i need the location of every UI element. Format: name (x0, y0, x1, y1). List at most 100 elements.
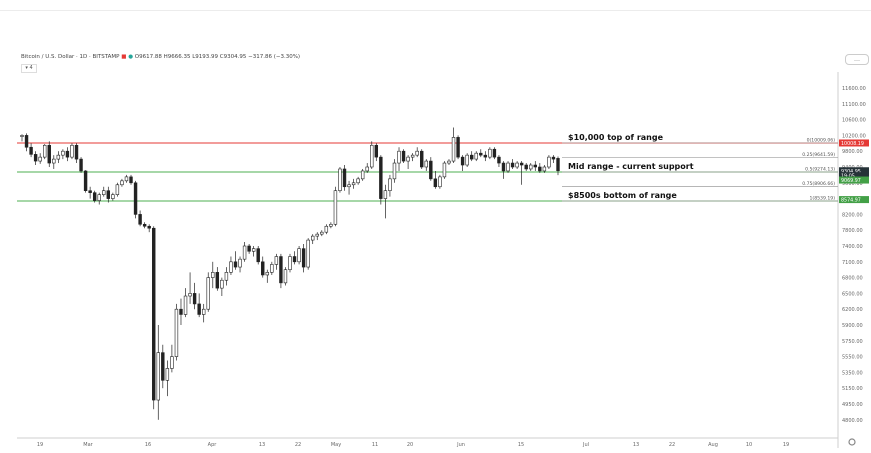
candle-up (38, 156, 42, 162)
candle-up (465, 154, 469, 166)
candle-up (415, 150, 419, 156)
candle-down (142, 223, 147, 227)
candle-down (533, 164, 537, 168)
candle-down (301, 248, 306, 268)
candle-down (247, 245, 251, 252)
price-badge-label: 10008.19 (841, 141, 864, 147)
candle-up (229, 261, 233, 273)
x-tick-label: 15 (518, 442, 524, 448)
candle-down (497, 156, 501, 164)
candle-down (460, 156, 465, 166)
y-tick-label: 7100.00 (842, 260, 863, 266)
candle-up (183, 295, 188, 315)
candle-down (538, 166, 542, 172)
candle-up (111, 194, 115, 199)
y-tick-label: 6800.00 (842, 276, 863, 282)
candle-down (556, 158, 560, 172)
candle-down (492, 148, 497, 158)
y-tick-label: 10600.00 (842, 118, 866, 124)
range-annotation: Mid range - current support (568, 162, 694, 171)
candle-up (56, 154, 61, 160)
candle-down (510, 162, 515, 168)
x-tick-label: 13 (259, 442, 265, 448)
status-dot-icon: ● (128, 54, 134, 60)
x-tick-label: May (331, 442, 341, 448)
candle-down (524, 164, 528, 170)
price-badge-label: 8574.97 (841, 198, 861, 204)
range-annotation: $10,000 top of range (568, 133, 664, 142)
y-tick-label: 10200.00 (842, 133, 866, 139)
candle-up (70, 144, 74, 158)
candle-up (174, 308, 179, 357)
candle-up (324, 225, 329, 233)
candle-down (469, 154, 474, 160)
candle-up (97, 194, 101, 201)
candle-up (315, 233, 319, 237)
candle-down (420, 150, 424, 168)
candle-up (288, 256, 292, 270)
candle-up (397, 150, 401, 164)
market-status-icon: ■ (121, 54, 127, 60)
candle-up (370, 144, 374, 168)
y-tick-label: 6500.00 (842, 291, 863, 297)
fib-level-label: 0.5(9274.13) (805, 166, 835, 172)
candle-down (74, 144, 79, 160)
candle-down (65, 150, 70, 158)
y-tick-label: 4950.00 (842, 402, 863, 408)
candle-up (265, 272, 269, 276)
candle-up (424, 160, 428, 168)
candle-down (429, 160, 433, 180)
indicators-collapse-button[interactable]: ▾ 4 (21, 64, 37, 73)
candle-up (388, 178, 392, 192)
candle-up (43, 144, 47, 158)
candle-up (220, 279, 224, 289)
candle-up (338, 168, 342, 192)
candle-up (156, 352, 160, 401)
price-badge-label: 9304.95 (841, 169, 861, 175)
candle-down (24, 135, 29, 148)
candle-up (447, 160, 451, 164)
candle-down (83, 170, 88, 191)
gear-icon (848, 438, 856, 446)
candle-down (47, 144, 51, 164)
x-tick-label: Apr (208, 442, 218, 448)
y-tick-label: 5550.00 (842, 355, 863, 361)
candle-down (133, 182, 138, 215)
chart-settings-button[interactable]: … (845, 54, 869, 65)
candle-up (242, 245, 247, 260)
candle-up (406, 156, 410, 162)
candle-up (238, 258, 242, 268)
fib-level-label: 0(10009.06) (807, 137, 836, 143)
price-badge (839, 139, 869, 147)
candle-up (120, 180, 124, 186)
candle-down (138, 214, 142, 225)
candle-up (351, 182, 356, 186)
x-tick-label: 22 (669, 442, 675, 448)
candle-down (374, 144, 379, 158)
candle-up (224, 272, 229, 281)
candle-up (365, 166, 369, 172)
y-tick-label: 11600.00 (842, 86, 866, 92)
candle-up (515, 162, 519, 168)
candle-down (433, 178, 438, 188)
candle-up (201, 308, 206, 315)
candle-up (170, 356, 174, 369)
ohlc-values: O9617.88 H9666.35 L9193.99 C9304.95 −317… (134, 54, 301, 60)
candle-down (147, 225, 151, 229)
candle-down (33, 154, 38, 162)
candle-up (529, 164, 533, 170)
top-bar (0, 0, 871, 11)
candle-down (92, 192, 97, 201)
candle-up (488, 148, 492, 158)
price-badge (839, 196, 869, 204)
candle-up (188, 293, 192, 297)
candle-up (356, 178, 360, 184)
candle-up (474, 152, 478, 160)
candle-up (360, 170, 365, 180)
y-tick-label: 7800.00 (842, 228, 863, 234)
candle-up (438, 176, 442, 188)
candle-down (29, 146, 33, 155)
candle-up (410, 154, 415, 158)
fib-level-label: 0.25(9641.59) (802, 152, 835, 158)
